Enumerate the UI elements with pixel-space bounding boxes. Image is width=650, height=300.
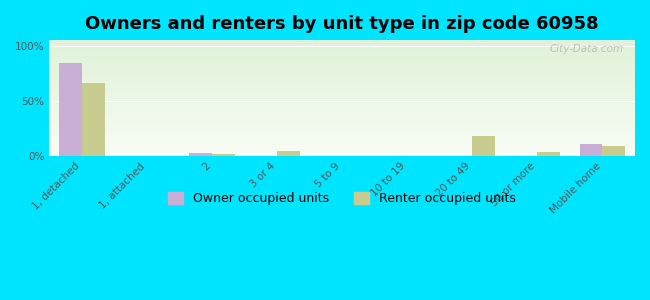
Bar <box>82 83 105 156</box>
Bar <box>603 146 625 156</box>
Text: City-Data.com: City-Data.com <box>549 44 623 54</box>
Bar <box>189 153 212 156</box>
Bar <box>473 136 495 156</box>
Bar <box>59 63 82 156</box>
Bar <box>277 151 300 156</box>
Bar <box>212 154 235 156</box>
Bar <box>538 152 560 156</box>
Bar <box>580 144 603 156</box>
Legend: Owner occupied units, Renter occupied units: Owner occupied units, Renter occupied un… <box>163 187 521 210</box>
Title: Owners and renters by unit type in zip code 60958: Owners and renters by unit type in zip c… <box>85 15 599 33</box>
